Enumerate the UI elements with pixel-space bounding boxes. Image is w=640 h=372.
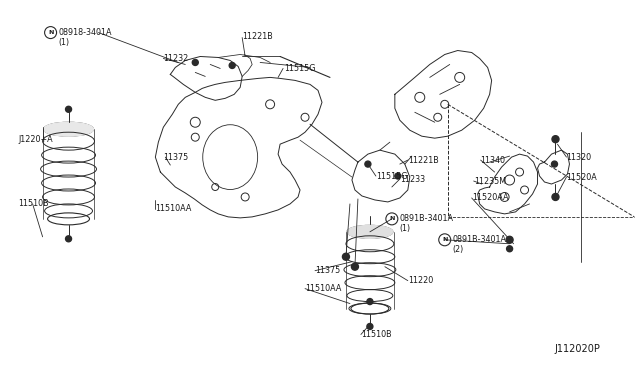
Text: 11510B: 11510B <box>19 199 49 208</box>
Circle shape <box>65 236 72 242</box>
Text: N: N <box>48 30 53 35</box>
Text: J112020P: J112020P <box>554 344 600 355</box>
Circle shape <box>507 246 513 252</box>
Text: J1220+A: J1220+A <box>19 135 53 144</box>
Text: 11520AA: 11520AA <box>472 193 508 202</box>
Text: 11235M: 11235M <box>474 177 506 186</box>
Text: 11375: 11375 <box>315 266 340 275</box>
Text: 11221B: 11221B <box>242 32 273 41</box>
Text: (1): (1) <box>59 38 70 47</box>
Circle shape <box>351 263 358 270</box>
Text: 11340: 11340 <box>481 155 506 164</box>
Text: (2): (2) <box>452 245 464 254</box>
Text: 11320: 11320 <box>566 153 591 161</box>
Circle shape <box>395 173 401 179</box>
Circle shape <box>506 236 513 243</box>
Text: 11233: 11233 <box>400 174 425 183</box>
Ellipse shape <box>347 225 393 238</box>
Circle shape <box>367 299 373 305</box>
Ellipse shape <box>44 122 93 136</box>
Circle shape <box>229 62 235 68</box>
Text: (1): (1) <box>400 224 411 233</box>
Circle shape <box>552 161 557 167</box>
Circle shape <box>192 60 198 65</box>
Circle shape <box>65 106 72 112</box>
Circle shape <box>552 193 559 201</box>
Text: N: N <box>442 237 447 242</box>
Text: 11232: 11232 <box>163 54 189 63</box>
Text: 11510B: 11510B <box>361 330 392 339</box>
Circle shape <box>367 324 373 330</box>
Text: 0891B-3401A: 0891B-3401A <box>452 235 507 244</box>
Text: 0891B-3401A: 0891B-3401A <box>400 214 454 223</box>
Text: 11221B: 11221B <box>408 155 438 164</box>
Circle shape <box>552 136 559 143</box>
Text: 11220: 11220 <box>408 276 433 285</box>
Text: 11375: 11375 <box>163 153 189 161</box>
Text: 11520A: 11520A <box>566 173 597 182</box>
Text: N: N <box>389 217 394 221</box>
Text: 11515G: 11515G <box>376 171 408 180</box>
Text: 11510AA: 11510AA <box>305 284 341 293</box>
Text: 08918-3401A: 08918-3401A <box>59 28 112 37</box>
Text: 11515G: 11515G <box>284 64 316 73</box>
Circle shape <box>365 161 371 167</box>
Circle shape <box>342 253 349 260</box>
Text: 11510AA: 11510AA <box>156 205 192 214</box>
